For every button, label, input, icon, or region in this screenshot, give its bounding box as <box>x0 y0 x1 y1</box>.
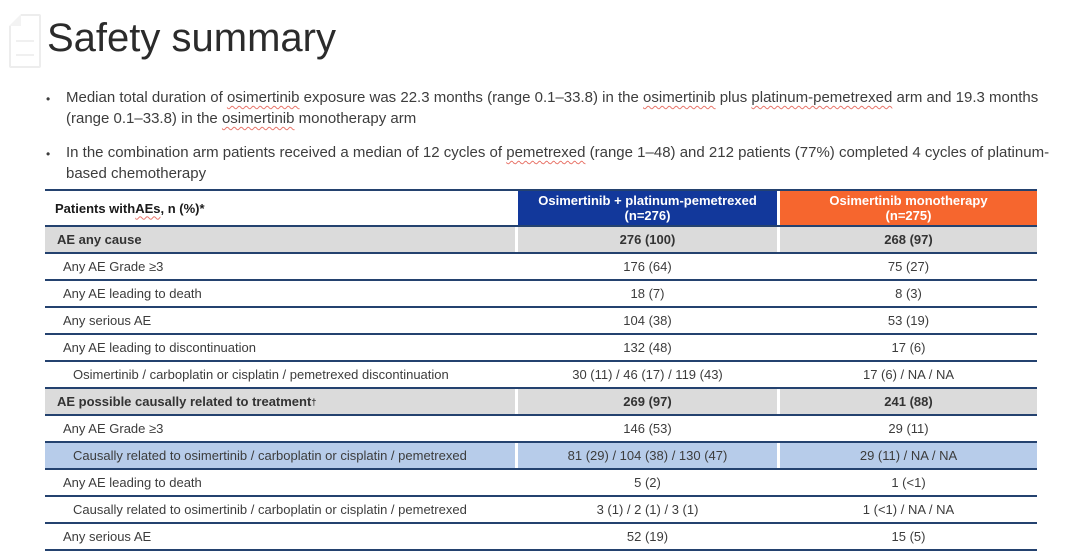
icon-line <box>16 54 34 56</box>
arm2-value-cell: 17 (6) <box>891 340 926 355</box>
table-row: Causally related to osimertinib / carbop… <box>45 497 1037 524</box>
row-label-cell: Any AE leading to discontinuation <box>45 335 515 360</box>
arm1-value-cell: 30 (11) / 46 (17) / 119 (43) <box>572 367 723 382</box>
row-label: Any AE Grade ≥3 <box>63 421 164 436</box>
arm2-value-cell: 75 (27) <box>887 259 930 274</box>
arm2-value-cell: 241 (88) <box>780 389 1037 414</box>
arm1-value-cell: 146 (53) <box>623 421 672 436</box>
table-row: Any AE leading to death 18 (7) 8 (3) <box>45 281 1037 308</box>
arm1-value-cell: 18 (7) <box>630 286 665 301</box>
arm2-value-cell: 17 (6) / NA / NA <box>862 367 955 382</box>
table-row: Causally related to osimertinib / carbop… <box>45 443 1037 470</box>
arm2-value-cell: 53 (19) <box>887 313 930 328</box>
arm1-name: Osimertinib + platinum-pemetrexed <box>538 193 757 208</box>
placeholder-document-icon <box>9 14 41 68</box>
misspelled-word: pemetrexed <box>506 144 586 161</box>
row-label-cell: Causally related to osimertinib / carbop… <box>45 497 515 522</box>
icon-line <box>16 40 34 42</box>
row-label: AE possible causally related to treatmen… <box>57 394 312 409</box>
arm1-value-cell: 176 (64) <box>623 259 672 274</box>
bullet-marker: • <box>46 147 51 161</box>
table-row: AE any cause 276 (100) 268 (97) <box>45 227 1037 254</box>
table-row: Any AE leading to death 5 (2) 1 (<1) <box>45 470 1037 497</box>
arm1-value-cell: 269 (97) <box>518 389 777 414</box>
row-label: Osimertinib / carboplatin or cisplatin /… <box>73 367 449 382</box>
row-label-cell: Any serious AE <box>45 308 515 333</box>
text-segment: plus <box>715 89 752 106</box>
arm1-value-cell: 3 (1) / 2 (1) / 3 (1) <box>596 502 699 517</box>
ae-table: Patients with AEs, n (%)* Osimertinib + … <box>45 189 1037 551</box>
arm2-value-cell: 1 (<1) / NA / NA <box>862 502 955 517</box>
arm1-value-cell: 104 (38) <box>623 313 672 328</box>
row-label-cell: Osimertinib / carboplatin or cisplatin /… <box>45 362 515 387</box>
arm2-n: (n=275) <box>885 208 932 223</box>
arm1-value-cell: 52 (19) <box>626 529 669 544</box>
bullet-text: In the combination arm patients received… <box>66 142 1060 184</box>
arm2-value-cell: 1 (<1) <box>891 475 926 490</box>
misspelled-word: platinum-pemetrexed <box>751 89 893 106</box>
misspelled-word: osimertinib <box>221 110 295 127</box>
arm1-value-cell: 5 (2) <box>634 475 661 490</box>
arm1-value-cell: 276 (100) <box>518 227 777 252</box>
bullet-text: Median total duration of osimertinib exp… <box>66 87 1060 129</box>
table-row: Any AE leading to discontinuation 132 (48… <box>45 335 1037 362</box>
row-label-cell: Any AE leading to death <box>45 281 515 306</box>
table-header-row: Patients with AEs, n (%)* Osimertinib + … <box>45 191 1037 227</box>
arm2-header-cell: Osimertinib monotherapy (n=275) <box>780 191 1037 225</box>
text-segment: Patients with <box>55 200 136 216</box>
row-label: Any AE leading to discontinuation <box>63 340 256 355</box>
arm1-n: (n=276) <box>624 208 671 223</box>
row-label: AE any cause <box>57 232 142 247</box>
row-label-cell: Any AE Grade ≥3 <box>45 254 515 279</box>
row-label-cell: Any serious AE <box>45 524 515 549</box>
row-label-cell: Causally related to osimertinib / carbop… <box>45 443 515 468</box>
arm2-value-cell: 8 (3) <box>895 286 922 301</box>
row-label: Any AE Grade ≥3 <box>63 259 164 274</box>
row-label-cell: AE any cause <box>45 227 515 252</box>
text-segment: monotherapy arm <box>294 110 417 127</box>
arm1-header-cell: Osimertinib + platinum-pemetrexed (n=276… <box>518 191 777 225</box>
bullet-item: • In the combination arm patients receive… <box>46 142 1060 184</box>
arm1-value-cell: 81 (29) / 104 (38) / 130 (47) <box>518 443 777 468</box>
row-label: Causally related to osimertinib / carbop… <box>73 448 467 463</box>
row-label-cell: AE possible causally related to treatmen… <box>45 389 515 414</box>
row-label: Any AE leading to death <box>63 475 202 490</box>
text-segment: exposure was 22.3 months (range 0.1–33.8… <box>299 89 644 106</box>
arm2-value-cell: 29 (11) / NA / NA <box>780 443 1037 468</box>
bullet-marker: • <box>46 92 51 106</box>
text-segment: In the combination arm patients received… <box>66 144 507 161</box>
text-segment: (range 1–48) and 212 patients (77%) comp… <box>66 144 1050 182</box>
text-segment: Median total duration of <box>66 89 227 106</box>
misspelled-word: osimertinib <box>643 89 716 106</box>
arm2-value-cell: 29 (11) <box>888 421 929 436</box>
row-label: Any AE leading to death <box>63 286 202 301</box>
misspelled-word: AEs <box>135 200 161 216</box>
text-segment: , n (%)* <box>160 200 205 216</box>
row-label: Any serious AE <box>63 529 152 544</box>
table-header-col1: Patients with AEs, n (%)* <box>45 191 515 225</box>
table-body: AE any cause 276 (100) 268 (97) Any AE Grad… <box>45 227 1037 551</box>
table-row: AE possible causally related to treatmen… <box>45 389 1037 416</box>
bullet-item: • Median total duration of osimertinib ex… <box>46 87 1060 129</box>
row-label: Causally related to osimertinib / carbop… <box>73 502 467 517</box>
table-row: Any serious AE 52 (19) 15 (5) <box>45 524 1037 551</box>
row-label-cell: Any AE Grade ≥3 <box>45 416 515 441</box>
bullet-list: • Median total duration of osimertinib ex… <box>46 87 1060 197</box>
page-title: Safety summary <box>47 16 336 60</box>
arm1-value-cell: 132 (48) <box>623 340 672 355</box>
folded-corner <box>9 14 21 26</box>
arm2-value-cell: 15 (5) <box>891 529 926 544</box>
table-row: Osimertinib / carboplatin or cisplatin /… <box>45 362 1037 389</box>
misspelled-word: osimertinib <box>226 89 300 106</box>
table-row: Any AE Grade ≥3 146 (53) 29 (11) <box>45 416 1037 443</box>
row-label-cell: Any AE leading to death <box>45 470 515 495</box>
arm2-value-cell: 268 (97) <box>780 227 1037 252</box>
table-row: Any serious AE 104 (38) 53 (19) <box>45 308 1037 335</box>
table-row: Any AE Grade ≥3 176 (64) 75 (27) <box>45 254 1037 281</box>
arm2-name: Osimertinib monotherapy <box>829 193 988 208</box>
row-label: Any serious AE <box>63 313 152 328</box>
text-segment: arm and 19.3 months (range 0.1–33.8) in … <box>66 89 1039 127</box>
